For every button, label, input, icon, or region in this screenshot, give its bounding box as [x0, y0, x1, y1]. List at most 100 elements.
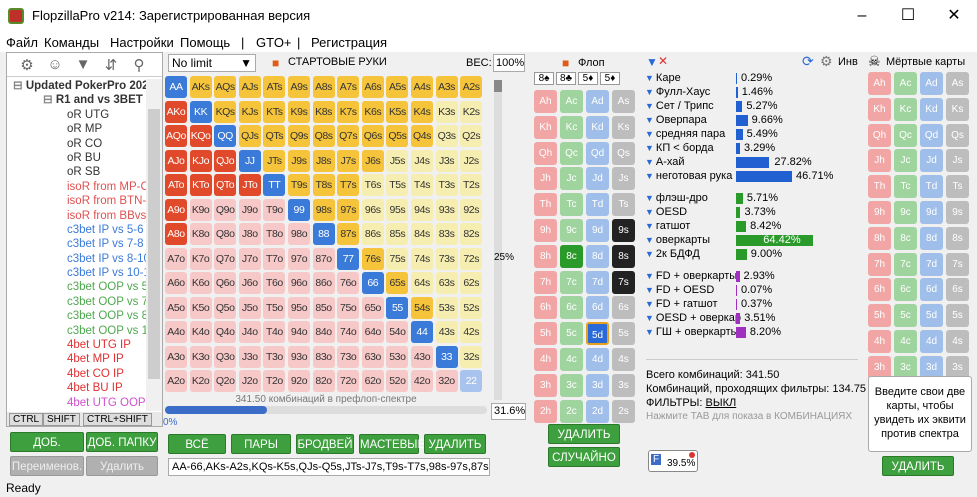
- stat-row[interactable]: ▼ FD + OESD 0.07%: [645, 284, 865, 298]
- hand-cell[interactable]: 96o: [288, 272, 310, 294]
- hand-cell[interactable]: 52o: [386, 370, 409, 392]
- hand-cell[interactable]: ATs: [263, 76, 286, 98]
- delete-range-button[interactable]: Удалить: [86, 456, 158, 476]
- hand-cell[interactable]: 55: [386, 296, 409, 319]
- hand-cell[interactable]: 93s: [435, 198, 458, 221]
- dead-card[interactable]: 8s: [946, 226, 969, 250]
- filter-icon[interactable]: ▼: [645, 73, 654, 83]
- range-btn-3[interactable]: МАСТЕВЫЕ: [359, 434, 425, 454]
- hand-cell[interactable]: 65s: [386, 272, 409, 294]
- tree-item[interactable]: c3bet IP vs 10-1: [7, 266, 147, 280]
- hand-cell[interactable]: K5s: [386, 100, 409, 123]
- hand-cell[interactable]: K2s: [460, 100, 483, 123]
- hand-cell[interactable]: Q7o: [214, 247, 237, 270]
- dead-card[interactable]: 8d: [920, 226, 943, 250]
- hand-cell[interactable]: 77: [337, 247, 360, 270]
- hand-cell[interactable]: K7s: [337, 100, 360, 123]
- hand-cell[interactable]: T9o: [263, 198, 286, 221]
- board-card[interactable]: 9c: [560, 219, 583, 242]
- hand-cell[interactable]: Q5o: [214, 296, 237, 319]
- dead-card[interactable]: Ts: [946, 175, 969, 199]
- filter-icon[interactable]: ▼: [645, 285, 654, 295]
- collapse-icon[interactable]: ⊟: [13, 80, 26, 92]
- hand-cell[interactable]: A4s: [411, 76, 433, 98]
- board-card[interactable]: Ad: [586, 90, 609, 113]
- dead-card[interactable]: 7s: [946, 252, 969, 276]
- hand-cell[interactable]: K4o: [189, 321, 212, 343]
- hand-cell[interactable]: T7s: [337, 174, 360, 196]
- board-card[interactable]: Th: [534, 193, 557, 217]
- hand-cell[interactable]: Q3o: [214, 345, 237, 368]
- hand-cell[interactable]: KTs: [263, 100, 286, 123]
- board-card[interactable]: 8s: [612, 244, 635, 268]
- filter-icon[interactable]: ▼: [645, 87, 654, 97]
- board-card[interactable]: 9d: [586, 219, 609, 242]
- menu-item-2[interactable]: Настройки: [110, 35, 174, 50]
- stat-row[interactable]: ▼ 2к БДФД 9.00%: [645, 248, 865, 262]
- hand-cell[interactable]: T3s: [435, 174, 458, 196]
- hand-cell[interactable]: 65o: [361, 296, 384, 319]
- hand-cell[interactable]: 84o: [312, 321, 335, 343]
- hand-cell[interactable]: 54o: [386, 321, 409, 343]
- hand-cell[interactable]: 98s: [312, 198, 335, 221]
- hand-cell[interactable]: 94s: [411, 198, 433, 221]
- menu-item-7[interactable]: Регистрация: [311, 35, 387, 50]
- dead-card[interactable]: Kd: [920, 97, 943, 121]
- users-icon[interactable]: ☺: [47, 56, 63, 73]
- gear-icon[interactable]: ⚙: [820, 53, 833, 69]
- dead-delete-button[interactable]: УДАЛИТЬ: [882, 456, 954, 476]
- tree-item[interactable]: c3bet OOP vs 8: [7, 309, 147, 323]
- hand-cell[interactable]: K5o: [189, 296, 212, 319]
- hand-cell[interactable]: KQs: [214, 100, 237, 123]
- dead-card[interactable]: Th: [868, 175, 891, 199]
- board-card[interactable]: 6h: [534, 296, 557, 320]
- filter-icon[interactable]: ▼: [645, 115, 654, 125]
- filter-icon[interactable]: ▼: [645, 327, 654, 337]
- board-card[interactable]: 5d: [586, 322, 609, 346]
- hand-cell[interactable]: K2o: [189, 370, 212, 392]
- dead-card[interactable]: 6c: [894, 278, 917, 302]
- hand-cell[interactable]: AKs: [189, 76, 212, 98]
- stat-row[interactable]: ▼ Фулл-Хаус 1.46%: [645, 86, 865, 100]
- gear-icon[interactable]: ⚙: [20, 57, 34, 74]
- range-btn-1[interactable]: ПАРЫ: [231, 434, 291, 454]
- board-card[interactable]: Kh: [534, 115, 557, 139]
- weight-slider[interactable]: [494, 80, 502, 400]
- menu-item-3[interactable]: Помощь: [180, 35, 231, 50]
- filter-icon[interactable]: ▼: [645, 271, 654, 281]
- stat-row[interactable]: ▼ неготовая рука 46.71%: [645, 170, 865, 184]
- tree-item[interactable]: ⊟ R1 and vs 3BET: [7, 93, 147, 107]
- hand-cell[interactable]: 92s: [460, 198, 483, 221]
- tree-item[interactable]: c3bet IP vs 5-6: [7, 223, 147, 237]
- hand-cell[interactable]: KTo: [189, 174, 212, 196]
- hand-cell[interactable]: T5s: [386, 174, 409, 196]
- hand-cell[interactable]: J7s: [337, 149, 360, 172]
- hand-cell[interactable]: Q4s: [411, 125, 433, 147]
- tab-ctrl[interactable]: CTRL: [9, 413, 44, 426]
- board-card[interactable]: 3c: [560, 373, 583, 397]
- hand-cell[interactable]: 62o: [361, 370, 384, 392]
- board-card[interactable]: 7d: [586, 270, 609, 294]
- hand-cell[interactable]: 74o: [337, 321, 360, 343]
- tree-item[interactable]: isoR from MP-C: [7, 180, 147, 194]
- flop-delete-button[interactable]: УДАЛИТЬ: [548, 424, 620, 444]
- board-card[interactable]: 3s: [612, 373, 635, 397]
- hand-cell[interactable]: TT: [263, 174, 286, 196]
- hand-cell[interactable]: K8s: [312, 100, 335, 123]
- hand-cell[interactable]: Q6o: [214, 272, 237, 294]
- board-card[interactable]: 7h: [534, 270, 557, 294]
- board-card[interactable]: 9s: [612, 219, 635, 242]
- dead-card[interactable]: Jh: [868, 149, 891, 173]
- tree-item[interactable]: isoR from BTN-: [7, 194, 147, 208]
- hand-cell[interactable]: T4s: [411, 174, 433, 196]
- stat-row[interactable]: ▼ флэш-дро 5.71%: [645, 192, 865, 206]
- hand-cell[interactable]: 63s: [435, 272, 458, 294]
- tree-item[interactable]: 4bet MP IP: [7, 352, 147, 366]
- board-card[interactable]: Jc: [560, 167, 583, 191]
- board-card[interactable]: Td: [586, 193, 609, 217]
- dead-card[interactable]: 5d: [920, 304, 943, 328]
- hand-cell[interactable]: K3s: [435, 100, 458, 123]
- hand-cell[interactable]: JTo: [238, 174, 261, 196]
- suit-filter-2[interactable]: 5♦: [578, 72, 598, 85]
- dead-card[interactable]: 9h: [868, 201, 891, 224]
